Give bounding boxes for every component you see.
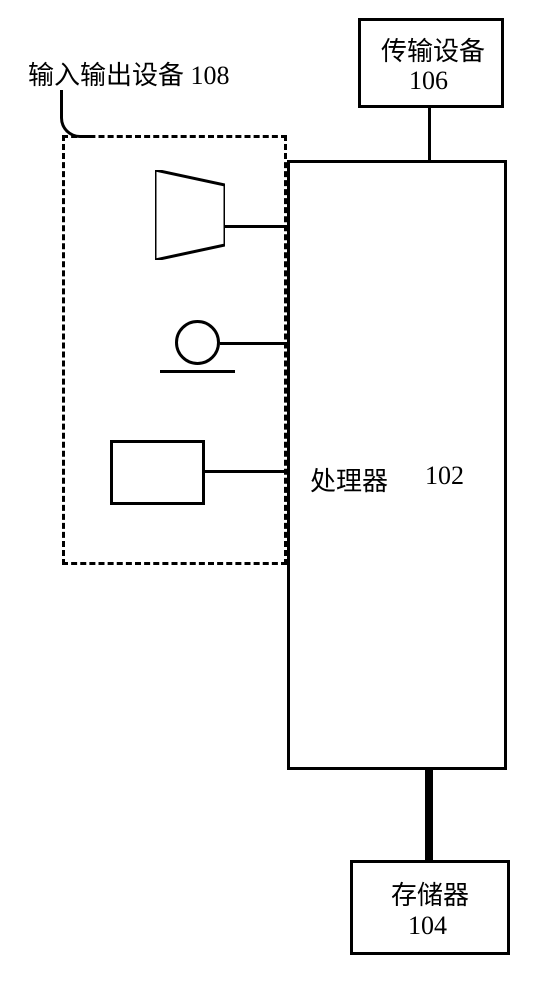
- processor-number: 102: [425, 461, 464, 491]
- transmission-device-box: 传输设备 106: [358, 18, 504, 108]
- connector-processor-memory: [425, 770, 433, 860]
- display-icon: [110, 440, 205, 505]
- transmission-device-name: 传输设备: [381, 31, 485, 68]
- processor-box: 处理器 102: [287, 160, 507, 770]
- connector-speaker-processor: [225, 225, 287, 228]
- memory-number: 104: [408, 911, 447, 941]
- connector-transmission-processor: [428, 108, 431, 160]
- connector-display-processor: [205, 470, 287, 473]
- memory-name: 存储器: [391, 875, 469, 912]
- memory-box: 存储器 104: [350, 860, 510, 955]
- connector-microphone-processor: [220, 342, 287, 345]
- processor-name: 处理器: [310, 461, 388, 498]
- transmission-device-number: 106: [409, 66, 448, 96]
- speaker-icon: [155, 170, 225, 260]
- microphone-icon: [175, 320, 220, 365]
- io-device-label: 输入输出设备 108: [28, 55, 230, 92]
- microphone-base-line: [160, 370, 235, 373]
- label-connector-curve: [60, 90, 90, 138]
